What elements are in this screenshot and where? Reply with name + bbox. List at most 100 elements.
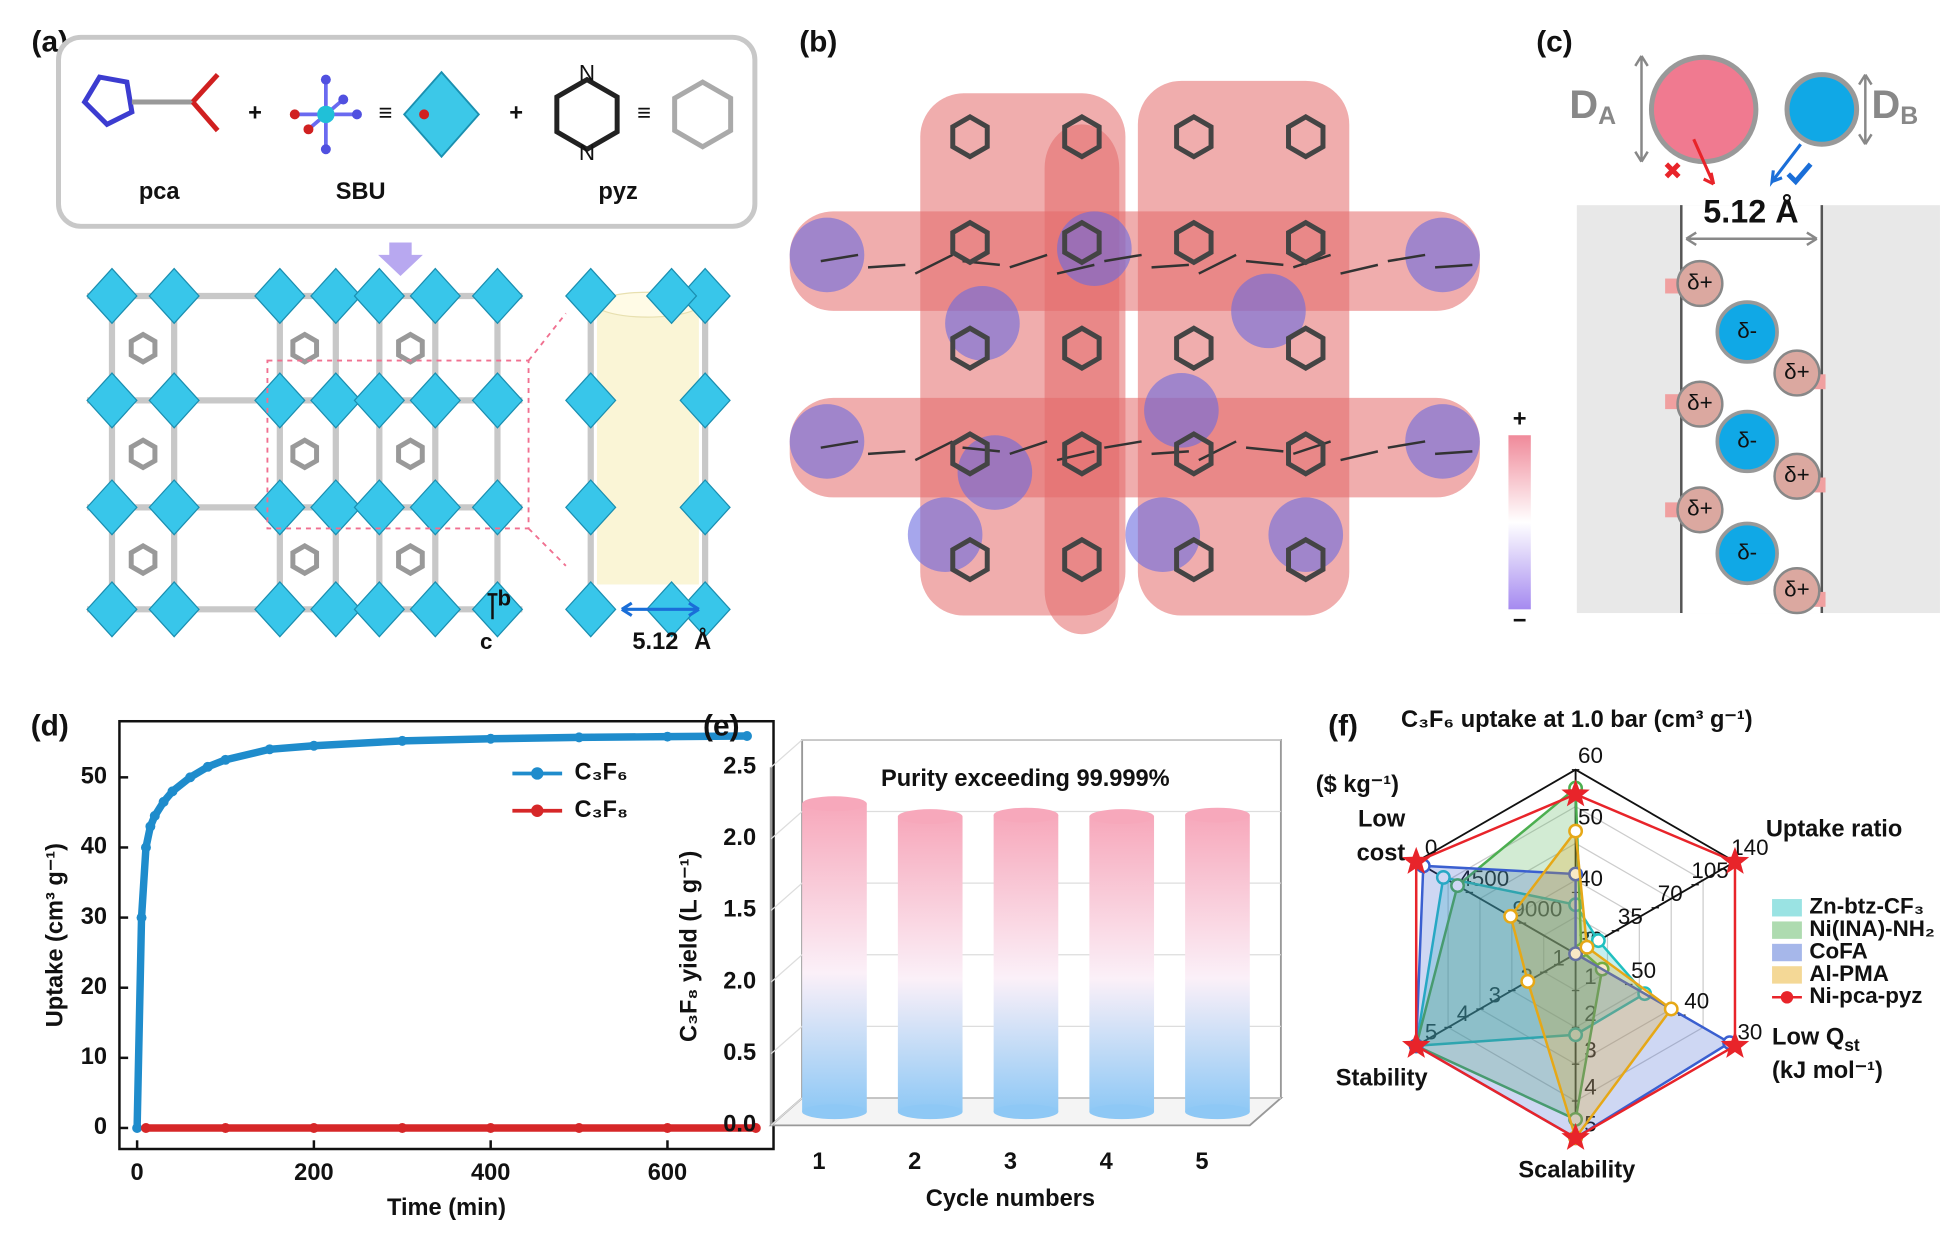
data-point [742, 730, 752, 741]
radar-axis-label-main: Low Q [1772, 1025, 1844, 1051]
pyz-ring [1286, 219, 1326, 266]
sbu-metal [317, 105, 335, 124]
y-axis-label: Uptake (cm³ g⁻¹) [42, 843, 68, 1027]
x-tick-label: 400 [471, 1160, 510, 1186]
pyz-ring [950, 536, 990, 583]
delta-minus-label: δ- [1737, 427, 1757, 452]
delta-plus-label: δ+ [1784, 577, 1810, 602]
bond [1340, 450, 1379, 462]
legend-label: Ni(INA)-NH₂ [1809, 916, 1935, 941]
octahedron [679, 372, 731, 429]
equiv: ≡ [379, 101, 393, 127]
data-point [308, 1122, 319, 1133]
bond [914, 253, 954, 275]
delta-minus [1715, 300, 1779, 364]
site [1665, 278, 1681, 294]
pyz-label: pyz [598, 179, 637, 205]
bar-base [1089, 1104, 1155, 1120]
legend-swatch [1772, 921, 1802, 939]
legend-label: Al-PMA [1809, 961, 1889, 986]
data-point [185, 772, 196, 783]
octahedron [679, 479, 731, 536]
legend-label: Ni-pca-pyz [1809, 983, 1922, 1008]
x-tick-label: 3 [1004, 1149, 1017, 1175]
pca-o [190, 72, 220, 104]
esp-negative [1268, 497, 1344, 573]
delta-plus-label: δ+ [1784, 359, 1810, 384]
accept-arrow [1769, 143, 1802, 187]
radar-axis-label: Low Qst [1772, 1025, 1860, 1055]
radar-axis-label: Scalability [1518, 1158, 1635, 1184]
legend-marker [1780, 991, 1794, 1004]
data-point [149, 810, 160, 821]
data-point [158, 796, 169, 807]
bond [1387, 440, 1426, 449]
diameter-label: DB [1872, 82, 1919, 129]
octahedron [353, 581, 406, 638]
linker [290, 437, 320, 471]
star-marker [1402, 846, 1431, 874]
bond [1151, 450, 1189, 456]
octahedron [148, 267, 200, 325]
legend-label: CoFA [1809, 938, 1867, 963]
radar-tick-label: 1 [1552, 946, 1564, 971]
bond [1340, 263, 1379, 275]
linker [396, 437, 425, 471]
linker [128, 331, 158, 365]
star-marker [1402, 1030, 1431, 1058]
radar-tick-label: 105 [1691, 858, 1728, 883]
octahedron [409, 581, 461, 638]
reject-x [1664, 162, 1681, 179]
delta-plus-label: δ+ [1687, 269, 1713, 294]
point-marker [1450, 878, 1465, 894]
legend-marker [531, 767, 544, 780]
axis-glyph [487, 593, 498, 620]
y-tick-label: 0 [94, 1114, 107, 1140]
octahedron [645, 267, 698, 325]
bond [914, 440, 954, 462]
bond [1198, 440, 1237, 462]
bond [1104, 440, 1142, 449]
esp-surface [789, 211, 1480, 311]
delta-plus [1773, 567, 1821, 615]
radar-tick-label: 35 [1618, 904, 1643, 929]
y-tick-label: 2.5 [723, 753, 756, 779]
radar-tick-label: 4 [1457, 1001, 1469, 1026]
data-point [145, 821, 156, 832]
selection [266, 359, 530, 530]
diameter-main: D [1872, 82, 1901, 126]
delta-minus [1715, 409, 1779, 474]
point-marker [1520, 973, 1536, 989]
pyz-ring [1174, 536, 1214, 583]
zoom-line [527, 527, 567, 567]
bond [820, 440, 859, 449]
diameter-label: DA [1569, 82, 1616, 129]
y-tick-label: 2.0 [723, 968, 756, 994]
diameter-sub: A [1598, 101, 1616, 129]
pyz-simple [672, 79, 734, 150]
pyz-n: N [579, 61, 595, 86]
legend-label: C₃F₈ [575, 797, 628, 823]
series-line [133, 732, 748, 1129]
esp-negative [789, 217, 865, 293]
sbu-atom [338, 94, 349, 105]
bar [897, 816, 963, 1112]
pyz-ring [554, 76, 620, 153]
esp-negative [1144, 373, 1219, 448]
octahedron [310, 267, 362, 325]
data-point [485, 1122, 496, 1133]
bar [1185, 815, 1250, 1112]
radar-axis-label-main: Scalability [1518, 1158, 1635, 1184]
esp-negative [945, 286, 1020, 361]
octahedron [565, 479, 617, 536]
y-tick-label: 2.0 [723, 825, 756, 851]
bond [867, 450, 906, 456]
legend-label: Zn-btz-CF₃ [1809, 894, 1924, 919]
octahedron [471, 479, 524, 536]
x-axis-label: Time (min) [387, 1195, 506, 1221]
octahedron [254, 372, 306, 429]
radar-axis-label-sub: st [1844, 1034, 1860, 1054]
esp-negative [1125, 497, 1201, 573]
radar-axis-label-main: Stability [1336, 1066, 1428, 1092]
pyz-ring [1174, 325, 1214, 371]
